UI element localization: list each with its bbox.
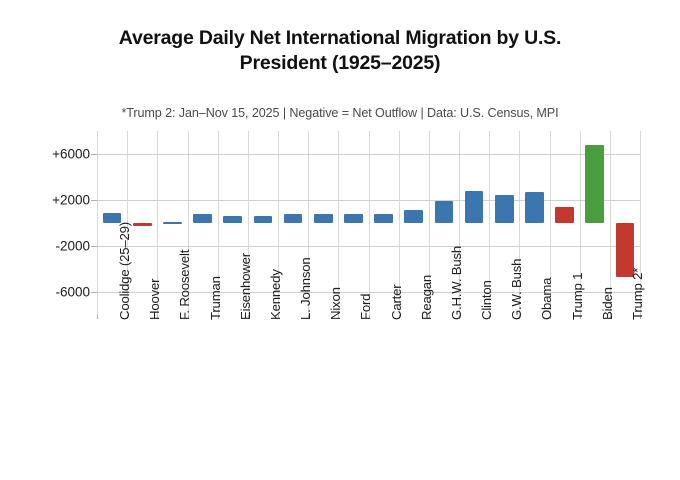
gridline-vertical [489,131,491,315]
page-title: Average Daily Net International Migratio… [118,27,562,74]
x-axis-tick [308,315,310,319]
y-axis-tick [91,154,97,155]
bar-eisenhower[interactable] [223,216,243,223]
gridline-horizontal [97,246,640,247]
x-axis-tick-label: Clinton [479,280,495,320]
bar-kennedy[interactable] [253,215,273,223]
x-axis-tick [609,315,611,319]
bar-nixon[interactable] [313,213,333,223]
x-axis-tick-label: Ford [358,293,374,320]
x-axis-tick [549,315,551,319]
bar-hoover[interactable] [132,223,152,227]
bar-g-w-bush[interactable] [494,195,514,223]
bar-l-johnson[interactable] [283,213,303,223]
y-axis-tick-label: -6000 [55,284,90,300]
x-axis-tick-label: Truman [207,276,223,320]
gridline-horizontal [97,200,640,201]
x-axis-tick [459,315,460,319]
bar-g-h-w-bush[interactable] [434,201,454,223]
x-axis-tick-label: Reagan [418,275,434,320]
y-axis-tick [91,200,97,201]
chart-title-block: Average Daily Net International Migratio… [40,26,640,76]
x-axis-tick-label: Kennedy [267,269,283,320]
x-axis-tick-label: Obama [539,277,555,320]
x-axis-tick [428,315,430,319]
x-axis-labels: Coolidge (25–29) Hoover F. Roosevelt Truman… [97,222,645,470]
gridline-vertical [217,131,219,315]
y-axis-tick-label: -2000 [55,238,90,254]
x-axis-tick [97,315,98,319]
x-axis-tick-label: Coolidge (25–29) [117,222,133,320]
x-axis-tick [398,315,400,319]
x-axis-tick-label: Nixon [328,287,344,320]
y-axis-tick [91,292,97,293]
bar-trump-2[interactable] [615,223,635,278]
bar-carter[interactable] [374,213,393,223]
x-axis-tick [368,315,370,319]
x-axis-tick-label: G.H.W. Bush [448,245,464,320]
x-axis-tick [127,315,129,319]
bar-f-roosevelt[interactable] [163,222,182,225]
x-axis-tick-label: G.W. Bush [509,258,525,320]
x-axis-tick-label: Trump 2* [629,267,645,320]
y-axis-tick [91,246,97,247]
bar-biden[interactable] [585,144,605,223]
x-axis-tick [217,315,219,319]
gridline-vertical [398,131,400,315]
gridline-vertical [338,131,340,315]
gridline-horizontal [97,292,640,293]
gridline-vertical [97,131,98,315]
x-axis-tick-label: Carter [388,284,404,320]
bar-obama[interactable] [525,191,544,223]
x-axis-tick [278,315,279,319]
x-axis-tick-label: Hoover [147,278,163,320]
bar-trump-1[interactable] [555,206,574,223]
gridline-vertical [247,131,249,315]
bar-reagan[interactable] [404,210,424,223]
gridline-vertical [127,131,129,315]
x-axis-tick [489,315,491,319]
bar-coolidge-25-29[interactable] [102,212,122,223]
gridline-vertical [609,131,611,315]
gridline-vertical [640,131,641,315]
gridline-vertical [428,131,430,315]
gridline-vertical [157,131,159,315]
y-axis-tick-label: +2000 [52,192,90,208]
gridline-horizontal [97,154,640,155]
gridline-vertical [459,131,460,315]
gridline-vertical [368,131,370,315]
x-axis-tick-label: Eisenhower [237,253,253,320]
x-axis-tick [247,315,249,319]
gridline-vertical [308,131,310,315]
gridline-vertical [187,131,189,315]
bar-clinton[interactable] [464,190,484,223]
x-axis-tick [519,315,521,319]
x-axis-tick-label: Biden [599,287,615,320]
x-axis-tick-label: L. Johnson [298,257,314,320]
bar-truman[interactable] [193,213,212,223]
x-axis-tick-label: Trump 1 [569,272,585,320]
x-axis-tick [187,315,189,319]
gridline-vertical [278,131,279,315]
y-axis-tick-label: +6000 [52,146,90,162]
plot-area [91,131,641,319]
gridline-vertical [579,131,581,315]
x-axis-tick [640,315,641,319]
chart-subtitle: *Trump 2: Jan–Nov 15, 2025 | Negative = … [121,106,559,120]
x-axis-tick-label: F. Roosevelt [177,249,193,320]
gridline-vertical [519,131,521,315]
bar-ford[interactable] [344,213,363,223]
x-axis-tick [157,315,159,319]
x-axis-tick [338,315,340,319]
x-axis-tick [579,315,581,319]
gridline-vertical [549,131,551,315]
